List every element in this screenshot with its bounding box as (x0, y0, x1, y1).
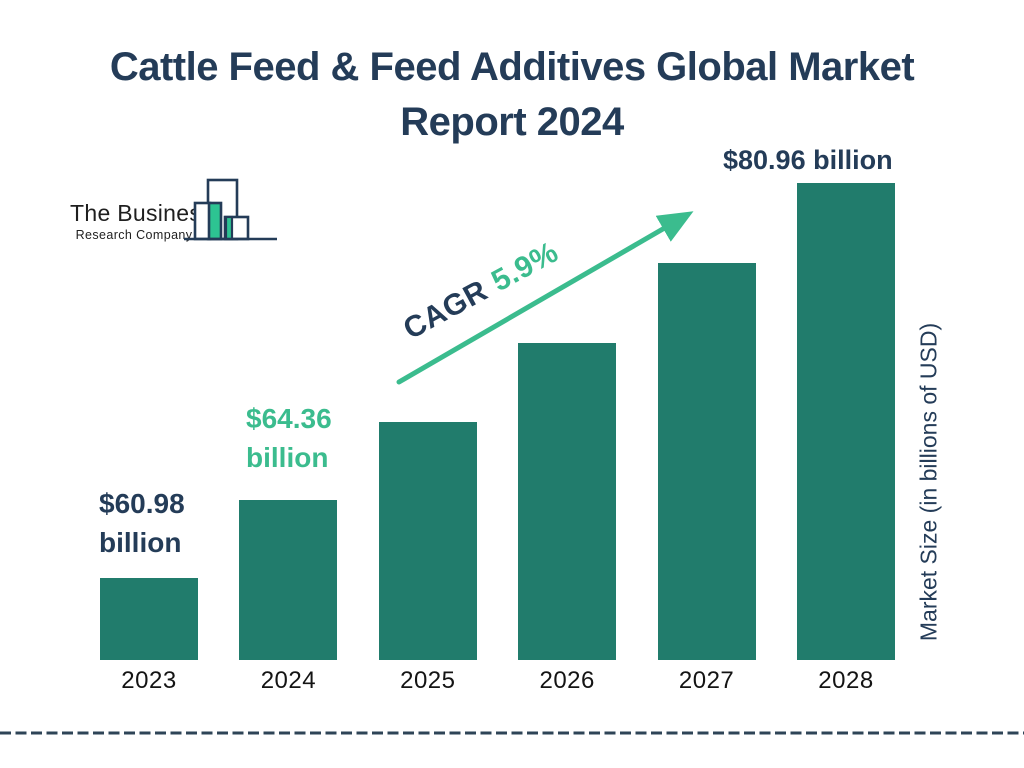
bar-2024 (239, 500, 338, 660)
x-tick-2027: 2027 (678, 667, 735, 694)
page-title: Cattle Feed & Feed Additives Global Mark… (0, 40, 1024, 150)
bar-2025 (378, 422, 477, 660)
bar-2027 (657, 263, 756, 660)
bar-2023 (100, 578, 198, 660)
page-title-line1: Cattle Feed & Feed Additives Global Mark… (109, 45, 915, 89)
x-tick-2024: 2024 (260, 667, 317, 694)
logo-bars-icon (184, 178, 277, 241)
bottom-dashed-divider (0, 731, 1024, 735)
growth-arrow-icon (396, 211, 694, 385)
value-label-2024: $64.36 billion (246, 403, 332, 473)
bar-2028 (797, 183, 895, 660)
company-logo: The Business Research Company (70, 200, 213, 242)
value-label-2028: $80.96 billion (723, 145, 893, 175)
x-tick-2026: 2026 (539, 667, 595, 694)
page-title-line2: Report 2024 (400, 100, 624, 144)
x-tick-2023: 2023 (121, 667, 177, 694)
x-tick-2028: 2028 (818, 667, 874, 694)
bar-2026 (518, 343, 617, 660)
y-axis-label: Market Size (in billions of USD) (915, 322, 942, 642)
logo-name: The Business (70, 200, 213, 226)
logo-subname: Research Company (75, 228, 193, 242)
x-tick-2025: 2025 (400, 667, 456, 694)
value-label-2023: $60.98 billion (99, 488, 185, 558)
